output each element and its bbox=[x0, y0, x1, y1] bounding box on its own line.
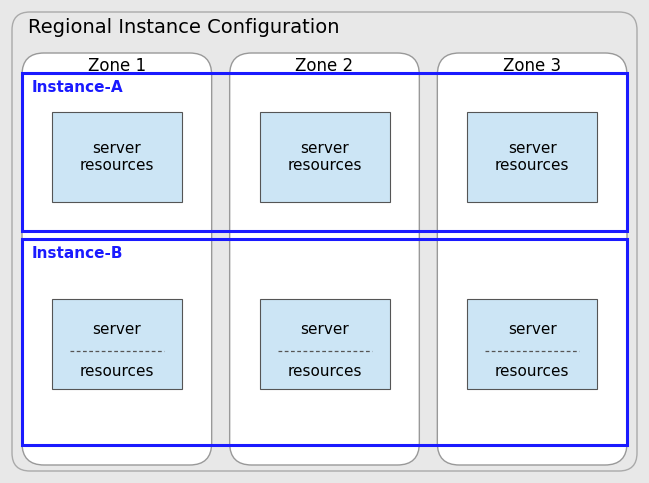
Text: resources: resources bbox=[80, 364, 154, 379]
Text: server
resources: server resources bbox=[495, 141, 569, 173]
Text: server: server bbox=[300, 323, 349, 338]
Text: Regional Instance Configuration: Regional Instance Configuration bbox=[28, 18, 339, 37]
FancyBboxPatch shape bbox=[260, 299, 389, 389]
Text: Zone 3: Zone 3 bbox=[503, 57, 561, 75]
Text: resources: resources bbox=[495, 364, 569, 379]
FancyBboxPatch shape bbox=[52, 299, 182, 389]
FancyBboxPatch shape bbox=[230, 53, 419, 465]
FancyBboxPatch shape bbox=[467, 299, 597, 389]
Text: resources: resources bbox=[288, 364, 361, 379]
Text: Instance-B: Instance-B bbox=[32, 246, 123, 261]
Text: server
resources: server resources bbox=[288, 141, 361, 173]
Text: Zone 1: Zone 1 bbox=[88, 57, 146, 75]
Text: server
resources: server resources bbox=[80, 141, 154, 173]
Text: server: server bbox=[508, 323, 557, 338]
Text: server: server bbox=[92, 323, 141, 338]
FancyBboxPatch shape bbox=[12, 12, 637, 471]
FancyBboxPatch shape bbox=[467, 112, 597, 202]
FancyBboxPatch shape bbox=[52, 112, 182, 202]
FancyBboxPatch shape bbox=[260, 112, 389, 202]
Text: Instance-A: Instance-A bbox=[32, 80, 123, 95]
Text: Zone 2: Zone 2 bbox=[295, 57, 354, 75]
FancyBboxPatch shape bbox=[437, 53, 627, 465]
FancyBboxPatch shape bbox=[22, 53, 212, 465]
